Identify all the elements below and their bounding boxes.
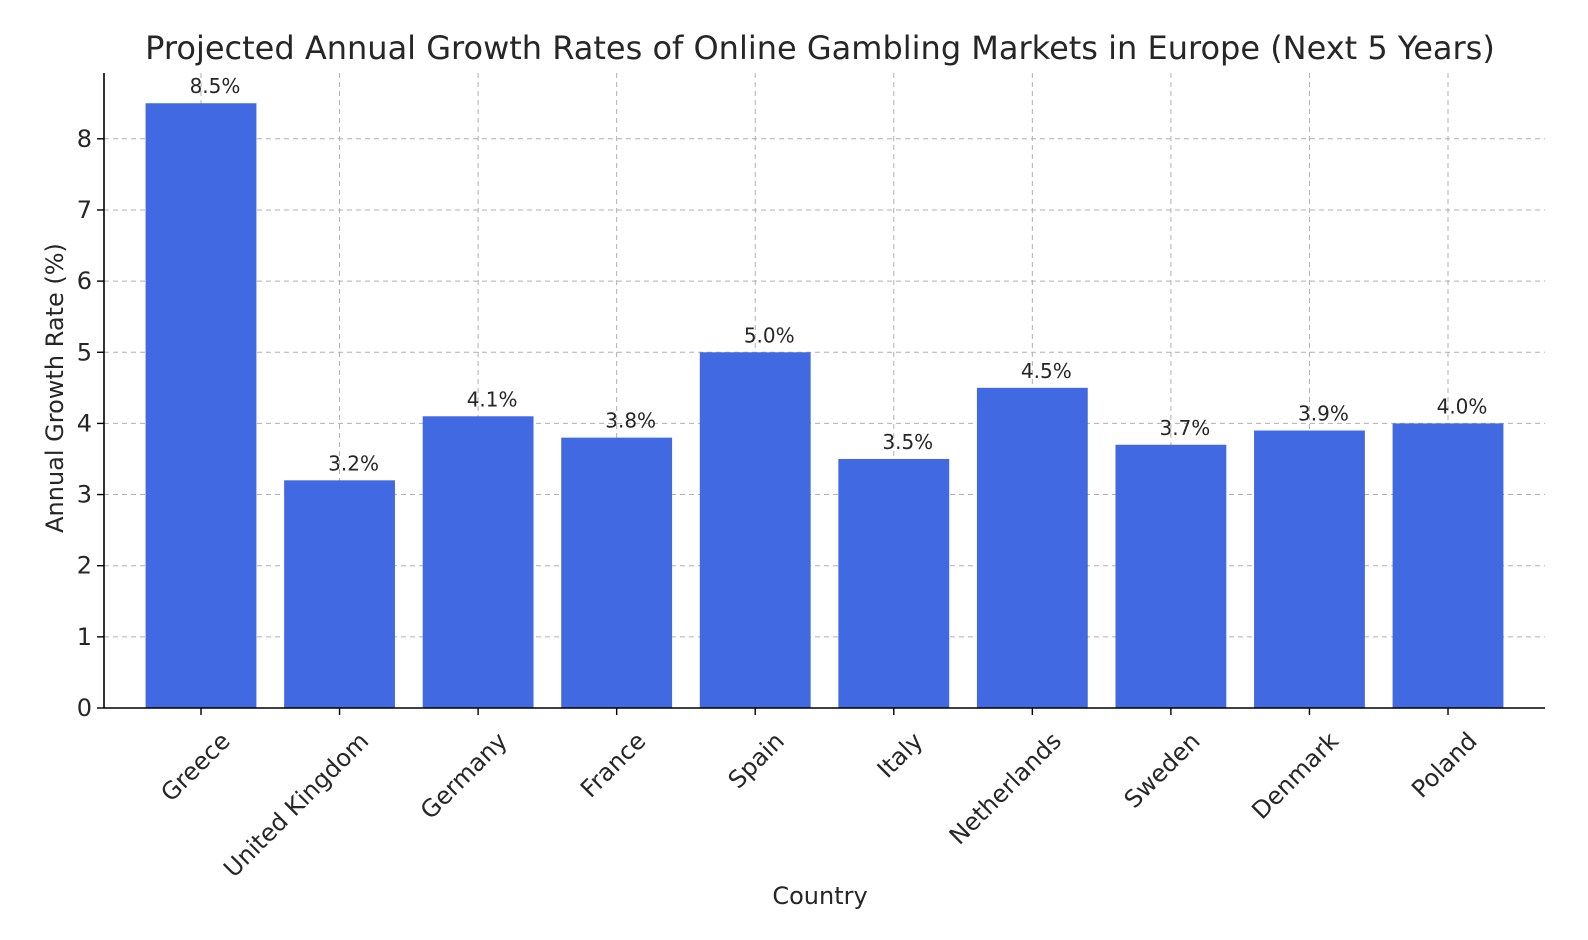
bar (422, 416, 534, 708)
y-tick-label: 4 (77, 409, 92, 437)
bar (976, 387, 1088, 708)
chart-title: Projected Annual Growth Rates of Online … (145, 29, 1495, 67)
bar (1115, 444, 1227, 708)
bar-value-label: 3.2% (328, 451, 379, 475)
bar (1254, 430, 1365, 708)
y-tick-label: 7 (77, 196, 92, 224)
x-tick-label: Netherlands (944, 727, 1067, 850)
y-tick-label: 3 (77, 481, 92, 509)
bar-value-label: 5.0% (744, 323, 795, 347)
bar-value-label: 3.5% (882, 430, 933, 454)
bar (838, 458, 950, 708)
bar-value-label: 4.5% (1021, 359, 1072, 383)
bar-value-label: 8.5% (190, 74, 241, 98)
x-tick-label: United Kingdom (218, 727, 374, 883)
bar (699, 352, 811, 708)
y-axis-label: Annual Growth Rate (%) (41, 243, 69, 533)
x-axis-label: Country (772, 882, 867, 910)
bar (561, 437, 673, 708)
y-tick-label: 0 (77, 694, 92, 722)
bar (284, 480, 395, 708)
x-tick-label: Greece (155, 727, 235, 807)
x-tick-label: Spain (723, 727, 790, 794)
x-tick-label: Sweden (1119, 727, 1206, 814)
bar (1392, 423, 1504, 708)
bar-value-label: 3.8% (605, 409, 656, 433)
y-tick-label: 8 (77, 125, 92, 153)
bar-value-label: 4.1% (467, 387, 518, 411)
y-tick-label: 5 (77, 338, 92, 366)
bar-value-label: 3.9% (1298, 402, 1349, 426)
y-tick-label: 6 (77, 267, 92, 295)
x-tick-label: Denmark (1246, 727, 1344, 825)
bar-value-label: 3.7% (1159, 416, 1210, 440)
x-tick-label: Germany (415, 727, 513, 825)
bar (145, 103, 257, 708)
x-tick-label: France (575, 727, 651, 803)
x-tick-label: Poland (1406, 727, 1482, 803)
x-tick-label: Italy (872, 727, 929, 784)
y-tick-label: 2 (77, 552, 92, 580)
bars (145, 103, 1504, 708)
y-tick-label: 1 (77, 623, 92, 651)
bar-value-label: 4.0% (1437, 394, 1488, 418)
axes (97, 73, 1545, 715)
